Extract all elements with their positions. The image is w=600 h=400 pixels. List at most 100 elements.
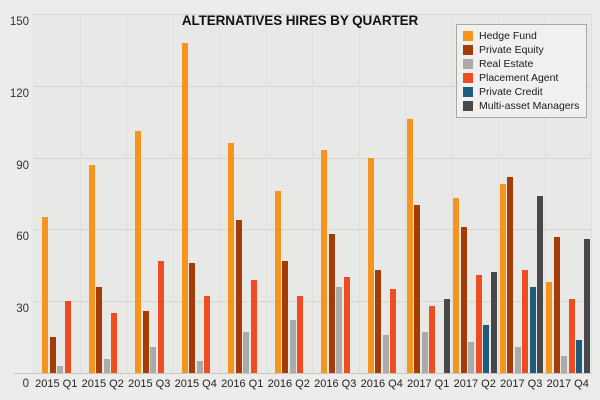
bar-hedge-fund: [181, 42, 188, 373]
bar-placement-agent: [429, 306, 435, 373]
bar-group-2016-q1: [219, 14, 266, 373]
y-axis-labels: 0 30 60 90 120 150: [0, 0, 29, 400]
legend-swatch-icon: [463, 31, 473, 41]
bar-private-equity: [553, 236, 560, 373]
bar-multi-asset-managers: [537, 195, 543, 373]
bar-private-equity: [460, 227, 467, 373]
bar-private-equity: [142, 310, 149, 373]
bar-private-equity: [507, 176, 513, 373]
bar-placement-agent: [111, 313, 117, 373]
legend-swatch-icon: [463, 45, 473, 55]
bar-multi-asset-managers: [583, 238, 590, 373]
x-tick-label: 2015 Q4: [174, 378, 217, 390]
bar-hedge-fund: [406, 119, 413, 373]
bar-real-estate: [514, 346, 521, 373]
bar-group-2017-q4: [545, 14, 592, 373]
bar-real-estate: [243, 332, 249, 373]
bar-private-equity: [49, 337, 56, 373]
gridline-v: [126, 14, 127, 373]
bar-real-estate: [421, 332, 428, 373]
x-tick-label: 2015 Q2: [81, 378, 124, 390]
bar-placement-agent: [64, 301, 71, 373]
legend-label: Private Equity: [479, 44, 544, 56]
chart-title: ALTERNATIVES HIRES BY QUARTER: [181, 13, 419, 28]
bar-private-equity: [414, 205, 420, 373]
bar-placement-agent: [568, 298, 575, 373]
bar-hedge-fund: [453, 198, 459, 373]
legend-swatch-icon: [463, 87, 473, 97]
gridline-v: [312, 14, 313, 373]
x-tick-label: 2017 Q4: [546, 378, 589, 390]
y-tick-label: 90: [16, 159, 29, 172]
y-tick-label: 120: [9, 87, 29, 100]
bar-placement-agent: [204, 296, 210, 373]
bar-group-2015-q2: [80, 14, 127, 373]
legend-item-placement-agent: Placement Agent: [463, 71, 579, 85]
bar-group-2017-q3: [498, 14, 545, 373]
x-tick-label: 2016 Q1: [221, 378, 264, 390]
bar-placement-agent: [250, 279, 257, 373]
bar-placement-agent: [297, 296, 303, 373]
legend-swatch-icon: [463, 59, 473, 69]
bar-group-2016-q4: [359, 14, 406, 373]
gridline-v: [405, 14, 406, 373]
bar-private-equity: [96, 286, 102, 373]
bar-private-equity: [235, 219, 242, 373]
legend-label: Hedge Fund: [479, 30, 537, 42]
bar-private-credit: [576, 339, 582, 373]
gridline-v: [265, 14, 267, 373]
bar-group-2016-q2: [266, 14, 313, 373]
bar-real-estate: [468, 341, 474, 373]
bar-real-estate: [561, 356, 567, 373]
bar-group-2016-q3: [312, 14, 359, 373]
y-tick-label: 60: [16, 231, 29, 244]
gridline-v: [498, 14, 499, 373]
bar-private-equity: [375, 270, 381, 373]
bar-private-credit: [483, 325, 489, 373]
bar-hedge-fund: [88, 164, 95, 373]
bar-group-2017-q2: [452, 14, 499, 373]
bar-group-2017-q1: [405, 14, 452, 373]
bar-multi-asset-managers: [490, 272, 497, 373]
legend-item-hedge-fund: Hedge Fund: [463, 29, 579, 43]
bar-private-equity: [282, 260, 288, 373]
bar-real-estate: [57, 365, 63, 373]
legend: Hedge Fund Private Equity Real Estate Place…: [456, 24, 588, 118]
bar-placement-agent: [475, 274, 482, 373]
bar-placement-agent: [390, 289, 396, 373]
y-tick-label: 150: [9, 16, 29, 28]
legend-label: Multi-asset Managers: [479, 100, 580, 112]
x-tick-label: 2016 Q3: [314, 378, 357, 390]
gridline-v: [33, 14, 34, 373]
bar-private-equity: [189, 262, 195, 373]
gridline-v: [451, 14, 453, 373]
bar-real-estate: [150, 346, 156, 373]
bar-private-credit: [529, 286, 536, 373]
legend-label: Real Estate: [479, 58, 534, 70]
bar-hedge-fund: [367, 157, 374, 373]
bar-placement-agent: [157, 260, 164, 373]
x-tick-label: 2015 Q3: [128, 378, 171, 390]
bar-real-estate: [336, 286, 342, 373]
bar-group-2015-q4: [173, 14, 220, 373]
bar-hedge-fund: [135, 131, 141, 373]
legend-label: Private Credit: [479, 86, 543, 98]
bar-group-2015-q1: [33, 14, 80, 373]
legend-label: Placement Agent: [479, 72, 559, 84]
x-axis-labels: 2015 Q1 2015 Q2 2015 Q3 2015 Q4 2016 Q1 2016 …: [33, 377, 591, 393]
gridline-v: [219, 14, 220, 373]
legend-swatch-icon: [463, 73, 473, 83]
gridline-v: [591, 14, 592, 373]
y-tick-label: 0: [22, 378, 29, 390]
gridline-v: [79, 14, 81, 373]
bar-hedge-fund: [321, 150, 327, 373]
bar-groups: [33, 14, 591, 373]
bar-real-estate: [382, 334, 389, 373]
bar-real-estate: [196, 361, 203, 373]
gridline-v: [172, 14, 174, 373]
bar-placement-agent: [522, 270, 528, 373]
x-axis-line: [14, 373, 592, 374]
bar-group-2015-q3: [126, 14, 173, 373]
x-tick-label: 2016 Q4: [360, 378, 403, 390]
